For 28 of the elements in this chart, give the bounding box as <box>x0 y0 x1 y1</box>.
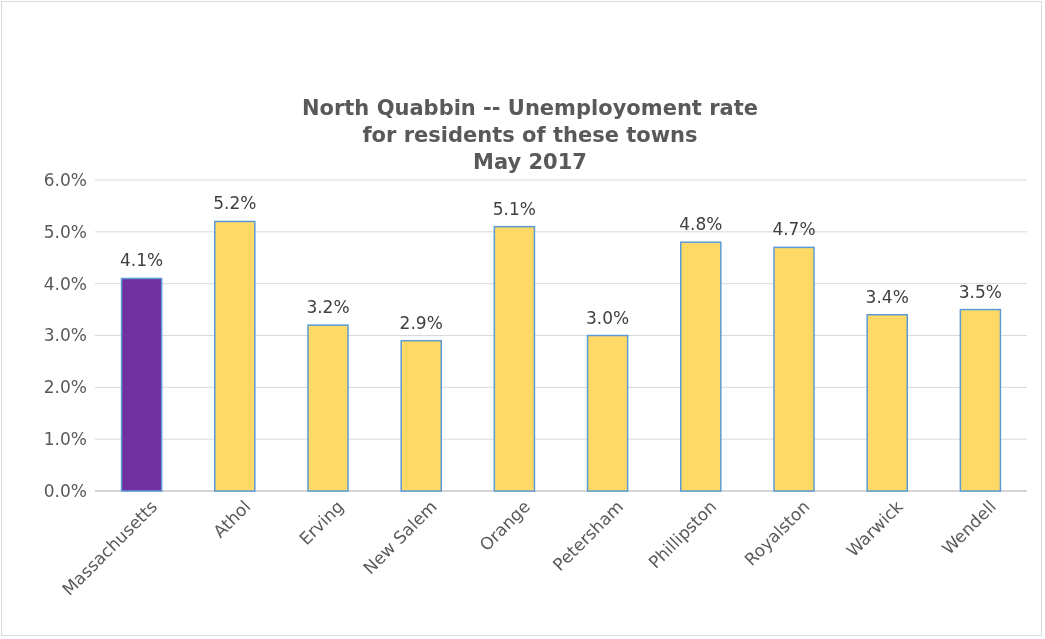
data-label: 4.8% <box>679 214 723 235</box>
y-tick-label: 0.0% <box>43 480 87 501</box>
y-tick-label: 6.0% <box>43 169 87 190</box>
bar <box>586 334 629 492</box>
bar <box>493 225 536 492</box>
data-label: 5.1% <box>492 198 536 219</box>
y-tick-label: 4.0% <box>43 273 87 294</box>
y-tick-label: 5.0% <box>43 221 87 242</box>
data-label: 2.9% <box>399 312 443 333</box>
data-label: 4.1% <box>120 250 164 271</box>
bar <box>866 314 908 492</box>
data-label: 3.5% <box>958 281 1002 302</box>
data-label: 4.7% <box>772 219 816 240</box>
chart-title: North Quabbin -- Unemployoment rate for residents of these towns May 2017 <box>301 96 759 174</box>
bar <box>680 241 722 492</box>
bar <box>959 308 1002 492</box>
data-label: 3.4% <box>865 286 909 307</box>
bar <box>773 246 815 492</box>
bar <box>214 220 256 492</box>
y-tick-label: 3.0% <box>43 325 87 346</box>
bar <box>120 277 163 492</box>
data-label: 3.0% <box>586 307 630 328</box>
data-label: 5.2% <box>213 193 257 214</box>
data-label: 3.2% <box>306 297 350 318</box>
y-tick-label: 1.0% <box>43 429 87 450</box>
y-tick-label: 2.0% <box>43 377 87 398</box>
bar <box>400 339 442 492</box>
bar <box>307 324 349 492</box>
